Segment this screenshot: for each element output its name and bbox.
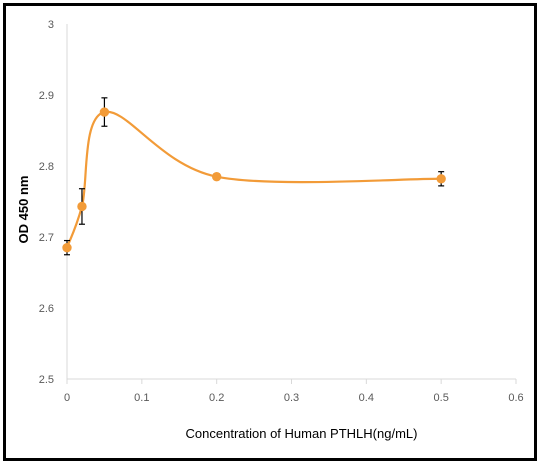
x-tick-label: 0 — [64, 392, 70, 404]
data-point — [211, 171, 222, 182]
x-tick-label: 0.5 — [434, 392, 449, 404]
x-tick-label: 0.2 — [209, 392, 224, 404]
y-tick-label: 2.9 — [39, 90, 54, 102]
series-line — [65, 110, 442, 249]
chart-frame: 2.5 2.6 2.7 2.8 2.9 3 0 0.1 0.2 0.3 0.4 0.5 0.6 Conce… — [3, 3, 537, 461]
data-point — [436, 174, 446, 184]
x-tick-label: 0.6 — [508, 392, 523, 404]
y-tick-label: 2.7 — [39, 232, 54, 244]
y-axis-title: OD 450 nm — [16, 176, 31, 244]
data-point — [99, 107, 110, 117]
x-tick-label: 0.3 — [284, 392, 299, 404]
y-tick-label: 2.6 — [39, 303, 54, 315]
data-point — [77, 201, 87, 212]
x-tick-label: 0.1 — [134, 392, 149, 404]
chart: 2.5 2.6 2.7 2.8 2.9 3 0 0.1 0.2 0.3 0.4 0.5 0.6 Conce… — [16, 19, 524, 441]
x-tick-label: 0.4 — [359, 392, 374, 404]
data-point — [62, 242, 72, 253]
y-tick-label: 2.5 — [39, 374, 54, 386]
x-axis-title: Concentration of Human PTHLH(ng/mL) — [186, 426, 418, 441]
y-tick-label: 3 — [48, 19, 54, 31]
y-tick-label: 2.8 — [39, 161, 54, 173]
